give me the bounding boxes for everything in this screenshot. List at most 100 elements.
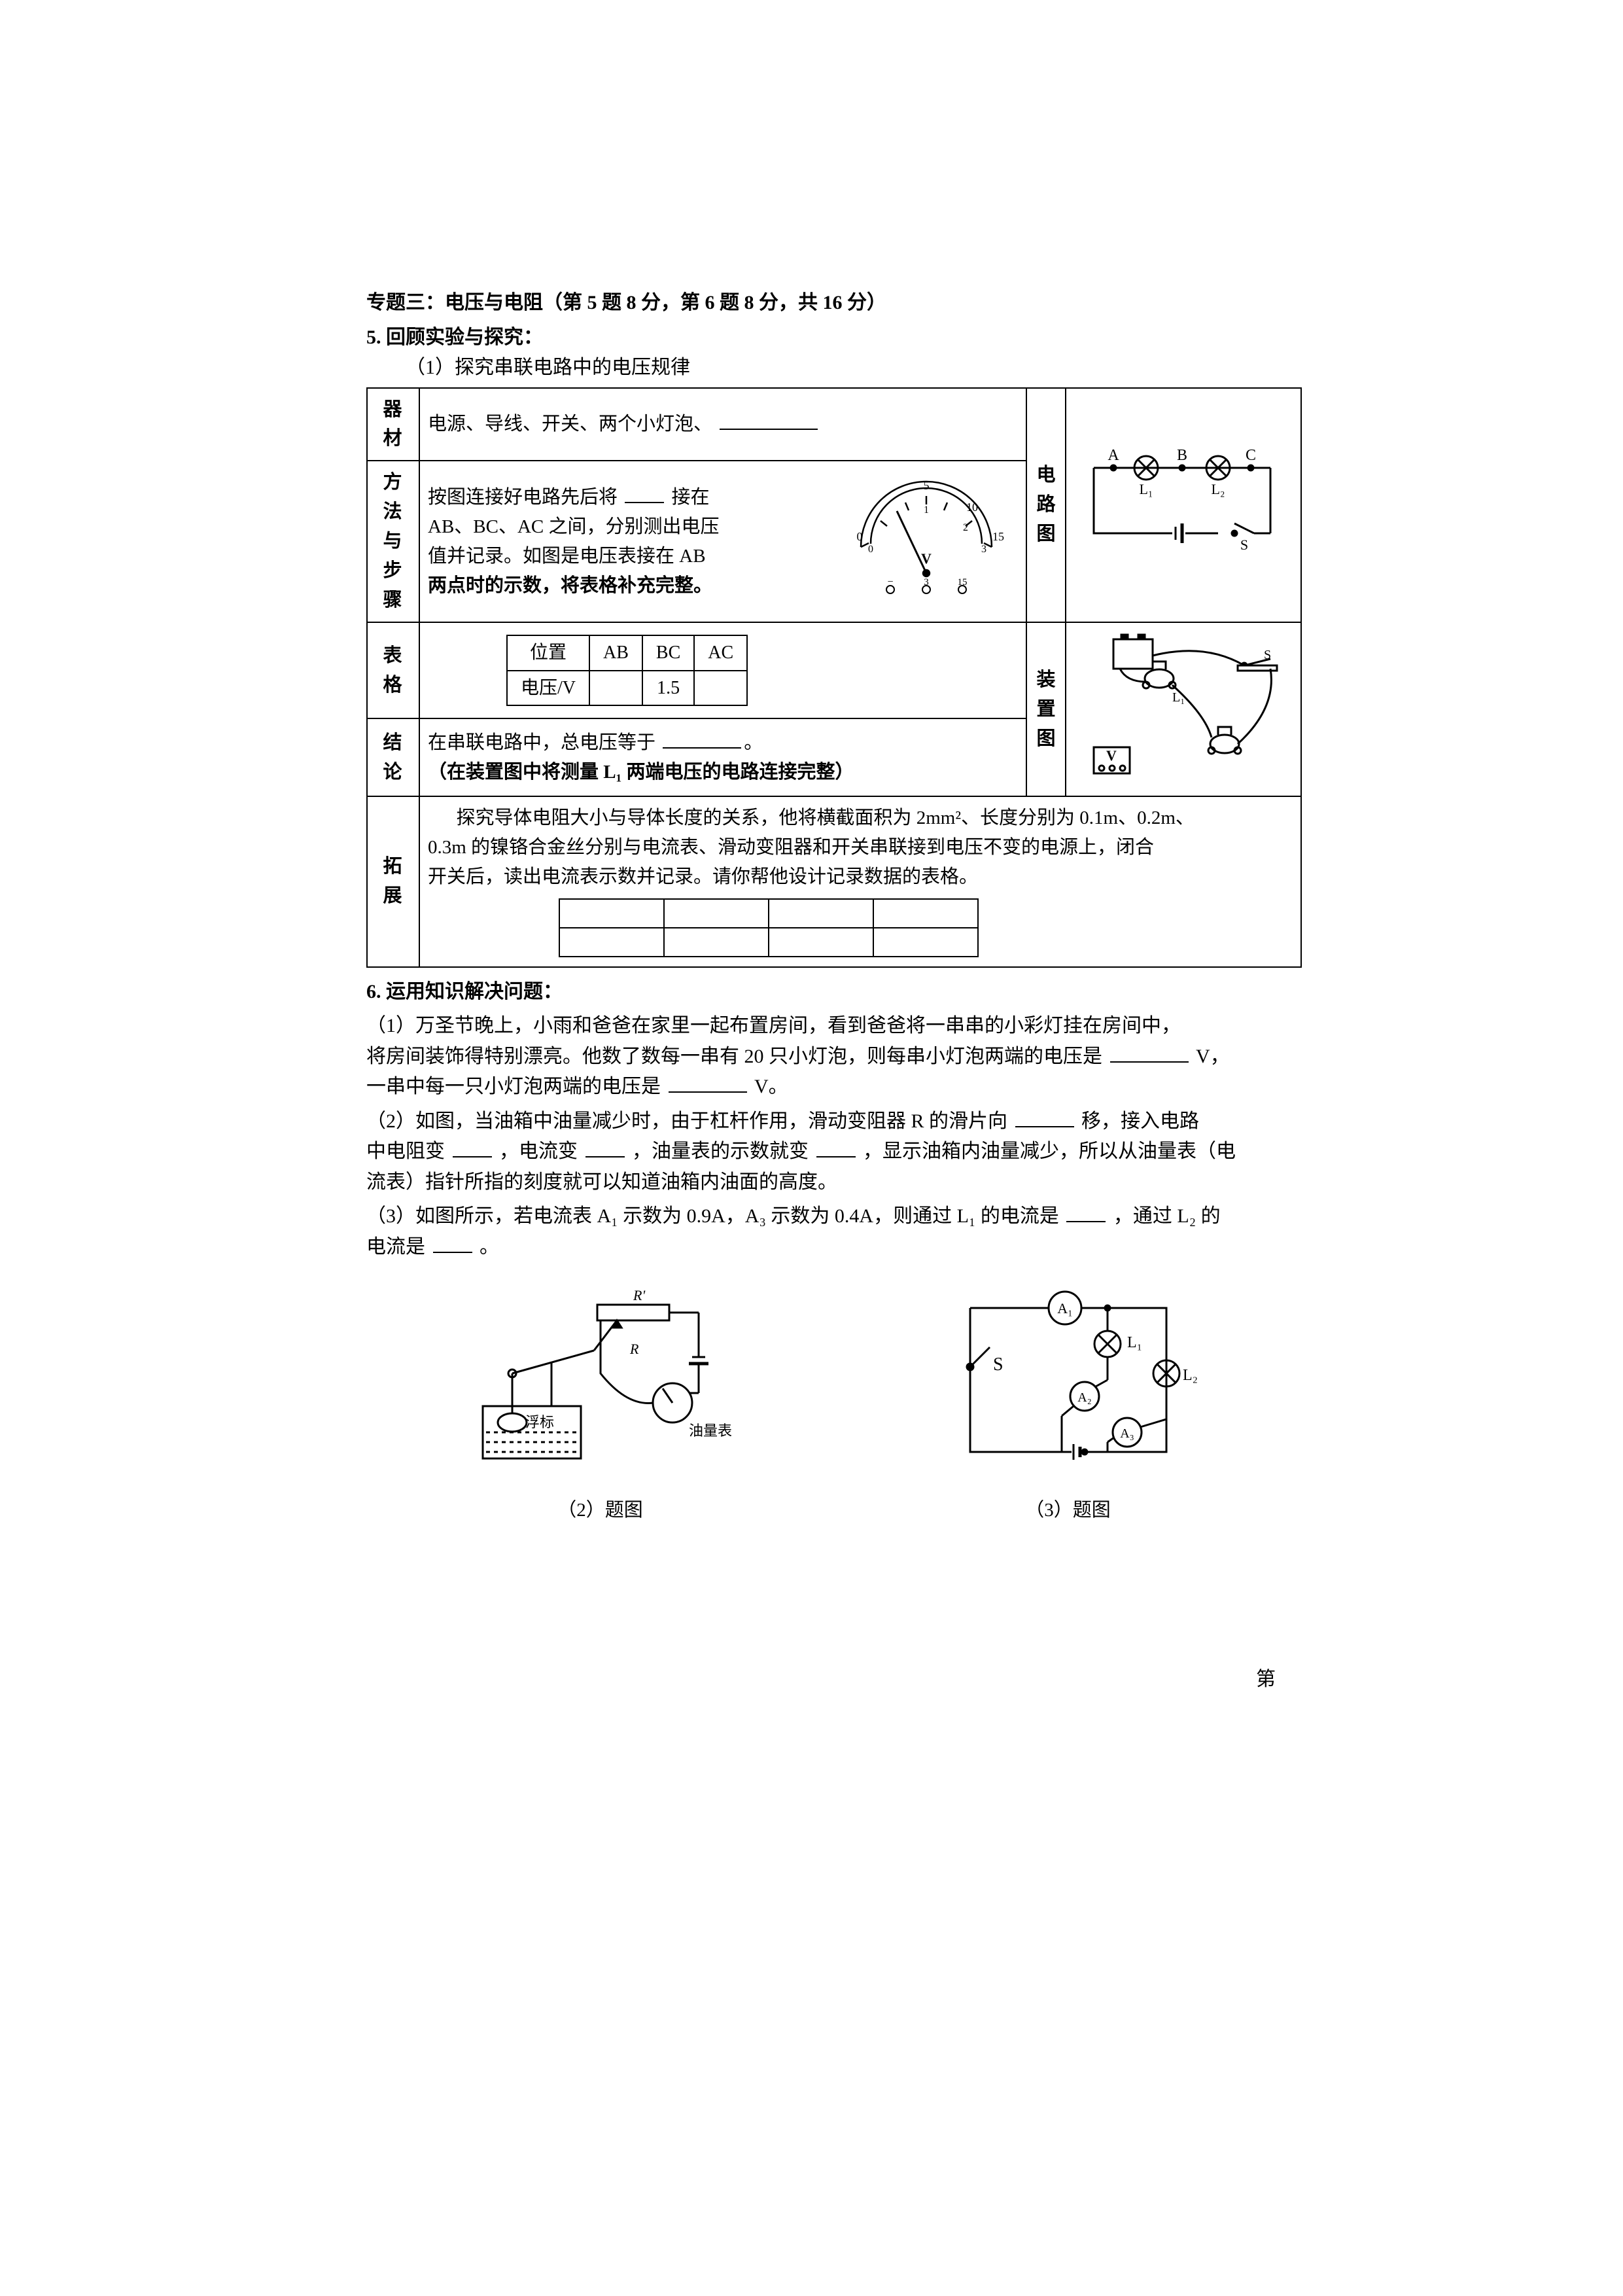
- q6-1a: （1）万圣节晚上，小雨和爸爸在家里一起布置房间，看到爸爸将一串串的小彩灯挂在房间…: [366, 1015, 1181, 1036]
- topic-title: 专题三：电压与电阻（第 5 题 8 分，第 6 题 8 分，共 16 分）: [366, 288, 1302, 319]
- q6-2-blank1[interactable]: [1015, 1108, 1074, 1127]
- th-pos: 位置: [507, 635, 589, 670]
- circuit-svg: A B C L₁ L₂ S: [1074, 442, 1290, 559]
- svg-text:0: 0: [868, 544, 873, 555]
- svg-text:10: 10: [966, 501, 978, 514]
- svg-text:1: 1: [924, 504, 929, 516]
- q6-1-blank1[interactable]: [1110, 1043, 1189, 1063]
- q6-1c: V，: [1196, 1046, 1230, 1067]
- m-l1b: 接在: [672, 487, 710, 508]
- svg-text:15: 15: [958, 577, 968, 588]
- q6-2-blank2[interactable]: [453, 1138, 492, 1157]
- q6-3b: ，通过 L₂ 的: [1113, 1205, 1221, 1227]
- c-l1: 在串联电路中，总电压等于: [428, 732, 655, 753]
- fig2-box: 浮标 R' R 油量表 （2）题图: [463, 1282, 738, 1525]
- materials-text: 电源、导线、开关、两个小灯泡、: [419, 388, 1026, 461]
- e-l3: 开关后，读出电流表示数并记录。请你帮他设计记录数据的表格。: [428, 862, 1293, 892]
- page-number: 第: [1256, 1665, 1276, 1695]
- q5-title: 5. 回顾实验与探究：: [366, 323, 1302, 353]
- materials-span: 电源、导线、开关、两个小灯泡、: [428, 414, 712, 434]
- svg-text:15: 15: [992, 530, 1004, 543]
- q6-2-blank4[interactable]: [816, 1138, 856, 1157]
- row-label-table: 表格: [367, 622, 419, 718]
- experiment-table: 器材 电源、导线、开关、两个小灯泡、 电 路 图: [366, 387, 1302, 968]
- svg-text:L₁: L₁: [1139, 481, 1153, 497]
- q6-2b: 移，接入电路: [1081, 1110, 1199, 1132]
- q6-2d: ，电流变: [499, 1140, 578, 1162]
- q6-3d: 。: [480, 1236, 499, 1258]
- svg-text:V: V: [1106, 747, 1117, 764]
- svg-text:V: V: [921, 550, 932, 567]
- q6-2c: 中电阻变: [366, 1140, 445, 1162]
- setup-label: 装 置 图: [1026, 622, 1066, 796]
- q6-2: （2）如图，当油箱中油量减少时，由于杠杆作用，滑动变阻器 R 的滑片向 移，接入…: [366, 1106, 1302, 1198]
- row-label-ext: 拓展: [367, 796, 419, 967]
- blank-design-table[interactable]: [559, 898, 979, 957]
- s-a: 装: [1035, 665, 1057, 695]
- q6-2-blank3[interactable]: [585, 1138, 625, 1157]
- q6-3-blank2[interactable]: [433, 1233, 472, 1253]
- q6-3a: （3）如图所示，若电流表 A₁ 示数为 0.9A，A₃ 示数为 0.4A，则通过…: [366, 1205, 1059, 1227]
- e-l2: 0.3m 的镍铬合金丝分别与电流表、滑动变阻器和开关串联接到电压不变的电源上，闭…: [428, 833, 1293, 862]
- svg-text:0: 0: [857, 530, 863, 543]
- svg-text:L₂: L₂: [1183, 1367, 1198, 1384]
- svg-text:3: 3: [981, 544, 986, 555]
- q5-sub: （1）探究串联电路中的电压规律: [406, 353, 1302, 383]
- q6-1-blank2[interactable]: [669, 1073, 747, 1093]
- q6-1b: 将房间装饰得特别漂亮。他数了数每一串有 20 只小灯泡，则每串小灯泡两端的电压是: [366, 1046, 1102, 1067]
- fig2-caption: （2）题图: [463, 1496, 738, 1525]
- conclusion-blank[interactable]: [663, 730, 741, 749]
- row-label-materials: 器材: [367, 388, 419, 461]
- q6-1: （1）万圣节晚上，小雨和爸爸在家里一起布置房间，看到爸爸将一串串的小彩灯挂在房间…: [366, 1011, 1302, 1103]
- svg-text:油量表: 油量表: [689, 1422, 732, 1439]
- td-bc: 1.5: [642, 671, 694, 705]
- data-table-cell: 位置 AB BC AC 电压/V 1.5: [419, 622, 1026, 718]
- svg-text:−: −: [887, 576, 893, 588]
- c-lbl-b: 路: [1035, 490, 1057, 520]
- svg-text:B: B: [1177, 447, 1187, 464]
- m-l3: 值并记录。如图是电压表接在 AB: [428, 546, 706, 567]
- svg-text:A: A: [1108, 447, 1119, 464]
- data-table: 位置 AB BC AC 电压/V 1.5: [506, 635, 748, 706]
- circuit-diagram-cell: A B C L₁ L₂ S: [1066, 388, 1301, 623]
- m-b: 与: [375, 527, 411, 556]
- svg-text:L₂: L₂: [1211, 481, 1225, 497]
- svg-text:S: S: [1240, 537, 1248, 553]
- fig3-svg: A₁ A₂ A₃ L₁ L₂ S: [931, 1282, 1206, 1478]
- th-ab: AB: [589, 635, 642, 670]
- q6-2g: 流表）指针所指的刻度就可以知道油箱内油面的高度。: [366, 1171, 837, 1193]
- m-l1: 按图连接好电路先后将: [428, 487, 618, 508]
- m-l2: AB、BC、AC 之间，分别测出电压: [428, 512, 819, 542]
- row-label-method: 方法 与 步骤: [367, 461, 419, 622]
- s-c: 图: [1035, 724, 1057, 754]
- svg-text:L₁: L₁: [1127, 1334, 1142, 1351]
- materials-blank[interactable]: [720, 411, 818, 430]
- td-ab[interactable]: [589, 671, 642, 705]
- svg-text:R: R: [629, 1341, 639, 1357]
- svg-text:L₁: L₁: [1172, 690, 1185, 705]
- q6-3-blank1[interactable]: [1066, 1203, 1106, 1222]
- conclusion-text: 在串联电路中，总电压等于 。 （在装置图中将测量 L₁ 两端电压的电路连接完整）: [419, 718, 1026, 796]
- setup-svg: L₁ S V: [1074, 629, 1290, 780]
- th-bc: BC: [642, 635, 694, 670]
- q6-3: （3）如图所示，若电流表 A₁ 示数为 0.9A，A₃ 示数为 0.4A，则通过…: [366, 1201, 1302, 1262]
- svg-text:C: C: [1246, 447, 1256, 464]
- fig3-box: A₁ A₂ A₃ L₁ L₂ S （3）题图: [931, 1282, 1206, 1525]
- m-c: 步骤: [375, 556, 411, 615]
- setup-diagram-cell: L₁ S V: [1066, 622, 1301, 796]
- svg-text:浮标: 浮标: [525, 1414, 554, 1430]
- q6-block: 6. 运用知识解决问题： （1）万圣节晚上，小雨和爸爸在家里一起布置房间，看到爸…: [366, 977, 1302, 1525]
- figures-row: 浮标 R' R 油量表 （2）题图: [366, 1282, 1302, 1525]
- voltmeter-cell: 0 5 10 15 0 1 2 3 V − 3 15: [827, 461, 1026, 622]
- method-blank[interactable]: [625, 484, 664, 503]
- svg-text:S: S: [1264, 648, 1271, 662]
- td-ac[interactable]: [694, 671, 747, 705]
- page: 专题三：电压与电阻（第 5 题 8 分，第 6 题 8 分，共 16 分） 5.…: [366, 288, 1302, 1525]
- svg-text:A₁: A₁: [1057, 1300, 1073, 1316]
- fig3-caption: （3）题图: [931, 1496, 1206, 1525]
- e-l1: 探究导体电阻大小与导体长度的关系，他将横截面积为 2mm²、长度分别为 0.1m…: [457, 807, 1195, 828]
- s-b: 置: [1035, 695, 1057, 724]
- method-text: 按图连接好电路先后将 接在 AB、BC、AC 之间，分别测出电压 值并记录。如图…: [419, 461, 827, 622]
- svg-text:A₃: A₃: [1120, 1426, 1134, 1441]
- q6-title: 6. 运用知识解决问题：: [366, 977, 1302, 1008]
